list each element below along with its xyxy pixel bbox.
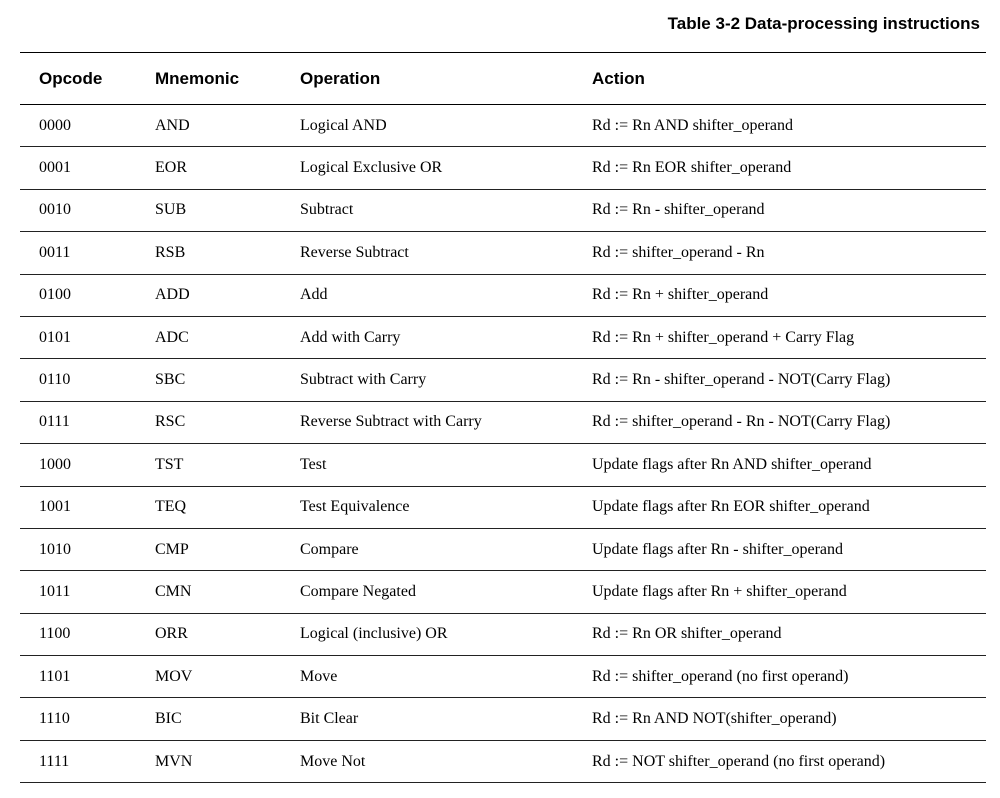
operation-cell: Compare Negated (300, 582, 416, 600)
operation-cell: Subtract with Carry (300, 371, 427, 389)
table-row: 1000 TST Test Update flags after Rn AND shi… (20, 444, 986, 487)
table-row: 0010 SUB Subtract Rd := Rn - shifter_operan… (20, 189, 986, 232)
operation-cell: Move Not (300, 752, 366, 770)
opcode-cell: 1010 (39, 540, 71, 558)
action-cell: Rd := Rn OR shifter_operand (592, 625, 782, 643)
opcode-cell: 1000 (39, 455, 71, 473)
table-row: 0001 EOR Logical Exclusive OR Rd := Rn EOR … (20, 147, 986, 190)
operation-cell: Test Equivalence (300, 498, 410, 516)
table-header: Opcode Mnemonic Operation Action (20, 52, 986, 105)
action-cell: Rd := Rn AND shifter_operand (592, 116, 793, 134)
mnemonic-cell: TEQ (155, 498, 187, 516)
operation-cell: Logical Exclusive OR (300, 159, 443, 177)
operation-cell: Reverse Subtract (300, 243, 409, 261)
operation-cell: Test (300, 455, 327, 473)
column-header-opcode: Opcode (39, 68, 103, 88)
opcode-cell: 0000 (39, 116, 71, 134)
opcode-cell: 1001 (39, 498, 71, 516)
table-row: 1110 BIC Bit Clear Rd := Rn AND NOT(shifter… (20, 698, 986, 741)
opcode-cell: 0010 (39, 201, 71, 219)
action-cell: Rd := Rn + shifter_operand (592, 286, 769, 304)
mnemonic-cell: AND (155, 116, 190, 134)
action-cell: Rd := shifter_operand (no first operand) (592, 667, 849, 685)
table-row: 0100 ADD Add Rd := Rn + shifter_operand (20, 274, 986, 317)
action-cell: Update flags after Rn AND shifter_operan… (592, 455, 872, 473)
table-row: 1111 MVN Move Not Rd := NOT shifter_operand… (20, 740, 986, 783)
action-cell: Rd := Rn - shifter_operand (592, 201, 765, 219)
operation-cell: Reverse Subtract with Carry (300, 413, 482, 431)
mnemonic-cell: SUB (155, 201, 187, 219)
operation-cell: Logical (inclusive) OR (300, 625, 448, 643)
table-row: 1100 ORR Logical (inclusive) OR Rd := Rn OR… (20, 613, 986, 656)
opcode-cell: 0001 (39, 159, 71, 177)
mnemonic-cell: ORR (155, 625, 188, 643)
operation-cell: Bit Clear (300, 710, 359, 728)
action-cell: Rd := Rn - shifter_operand - NOT(Carry F… (592, 371, 891, 389)
table-row: 0101 ADC Add with Carry Rd := Rn + shifter_… (20, 316, 986, 359)
action-cell: Rd := shifter_operand - Rn (592, 243, 765, 261)
operation-cell: Add with Carry (300, 328, 401, 346)
table-row: 0011 RSB Reverse Subtract Rd := shifter_ope… (20, 232, 986, 275)
table-body: 0000 AND Logical AND Rd := Rn AND shifter_o… (20, 105, 986, 783)
column-header-operation: Operation (300, 68, 381, 88)
action-cell: Update flags after Rn EOR shifter_operan… (592, 498, 870, 516)
opcode-cell: 1101 (39, 667, 71, 685)
action-cell: Update flags after Rn + shifter_operand (592, 582, 847, 600)
table-row: 0110 SBC Subtract with Carry Rd := Rn - shi… (20, 359, 986, 402)
mnemonic-cell: CMP (155, 540, 189, 558)
mnemonic-cell: ADC (155, 328, 189, 346)
table-caption: Table 3-2 Data-processing instructions (667, 14, 980, 33)
header-row: Opcode Mnemonic Operation Action (20, 52, 986, 105)
mnemonic-cell: RSB (155, 243, 186, 261)
operation-cell: Move (300, 667, 338, 685)
mnemonic-cell: MOV (155, 667, 193, 685)
column-header-mnemonic: Mnemonic (155, 68, 240, 88)
table-row: 0000 AND Logical AND Rd := Rn AND shifter_o… (20, 105, 986, 147)
mnemonic-cell: MVN (155, 752, 193, 770)
opcode-cell: 1111 (39, 752, 70, 770)
mnemonic-cell: RSC (155, 413, 186, 431)
opcode-cell: 1011 (39, 582, 71, 600)
opcode-cell: 0011 (39, 243, 71, 261)
instructions-table: Opcode Mnemonic Operation Action 0000 AND… (20, 52, 986, 783)
operation-cell: Add (300, 286, 328, 304)
table-row: 1011 CMN Compare Negated Update flags after… (20, 571, 986, 614)
mnemonic-cell: ADD (155, 286, 190, 304)
action-cell: Rd := Rn AND NOT(shifter_operand) (592, 710, 837, 728)
table-row: 1010 CMP Compare Update flags after Rn - sh… (20, 528, 986, 571)
action-cell: Rd := Rn + shifter_operand + Carry Flag (592, 328, 855, 346)
opcode-cell: 0111 (39, 413, 70, 431)
mnemonic-cell: CMN (155, 582, 192, 600)
operation-cell: Logical AND (300, 116, 387, 134)
table-row: 1001 TEQ Test Equivalence Update flags afte… (20, 486, 986, 529)
mnemonic-cell: BIC (155, 710, 182, 728)
action-cell: Rd := shifter_operand - Rn - NOT(Carry F… (592, 413, 891, 431)
table-row: 0111 RSC Reverse Subtract with Carry Rd := … (20, 401, 986, 444)
opcode-cell: 0100 (39, 286, 71, 304)
mnemonic-cell: TST (155, 455, 184, 473)
opcode-cell: 0110 (39, 371, 71, 389)
mnemonic-cell: SBC (155, 371, 186, 389)
action-cell: Rd := NOT shifter_operand (no first oper… (592, 752, 886, 770)
operation-cell: Compare (300, 540, 359, 558)
action-cell: Update flags after Rn - shifter_operand (592, 540, 844, 558)
opcode-cell: 1100 (39, 625, 71, 643)
opcode-cell: 0101 (39, 328, 71, 346)
operation-cell: Subtract (300, 201, 354, 219)
table-row: 1101 MOV Move Rd := shifter_operand (no fir… (20, 656, 986, 698)
column-header-action: Action (592, 68, 645, 88)
opcode-cell: 1110 (39, 710, 70, 728)
action-cell: Rd := Rn EOR shifter_operand (592, 159, 792, 177)
mnemonic-cell: EOR (155, 159, 187, 177)
